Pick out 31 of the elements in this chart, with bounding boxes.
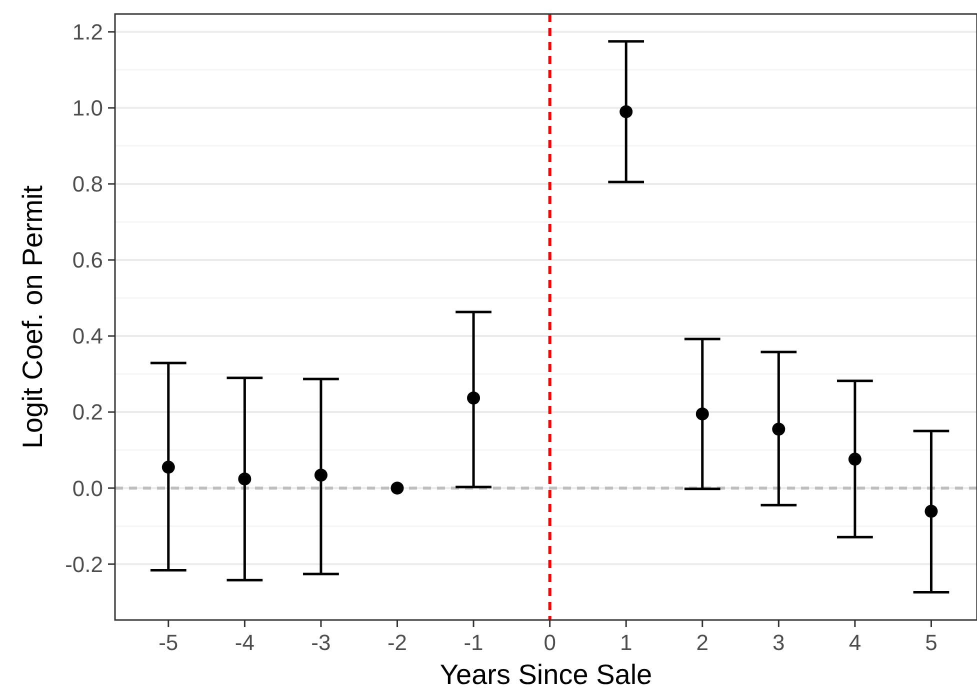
x-tick-label: -3 bbox=[311, 630, 331, 655]
y-tick-label: 0.0 bbox=[72, 476, 103, 501]
y-tick-label: 0.8 bbox=[72, 172, 103, 197]
y-tick-label: 0.4 bbox=[72, 324, 103, 349]
y-tick-label: 0.2 bbox=[72, 400, 103, 425]
point bbox=[238, 472, 252, 486]
x-tick-label: 5 bbox=[925, 630, 938, 655]
x-tick-label: 4 bbox=[848, 630, 862, 655]
x-axis-title: Years Since Sale bbox=[440, 659, 652, 690]
y-tick-label: 0.6 bbox=[72, 248, 103, 273]
point bbox=[696, 407, 709, 420]
point bbox=[314, 468, 328, 482]
x-tick-label: -4 bbox=[234, 630, 254, 655]
point bbox=[467, 391, 480, 404]
y-tick-label: 1.0 bbox=[72, 96, 103, 121]
x-tick-label: 0 bbox=[544, 630, 556, 655]
point bbox=[620, 105, 633, 118]
x-tick-label: -1 bbox=[464, 630, 484, 655]
y-tick-label: 1.2 bbox=[72, 20, 103, 45]
point bbox=[924, 504, 938, 518]
x-tick-label: 3 bbox=[772, 630, 785, 655]
x-tick-label: -2 bbox=[387, 630, 408, 655]
x-tick-label: -5 bbox=[158, 630, 178, 655]
x-tick-label: 1 bbox=[620, 630, 632, 655]
y-tick-label: -0.2 bbox=[65, 552, 103, 577]
y-axis-title: Logit Coef. on Permit bbox=[17, 185, 48, 449]
x-tick-label: 2 bbox=[696, 630, 709, 655]
point bbox=[848, 452, 862, 466]
point bbox=[162, 460, 175, 474]
point bbox=[772, 422, 786, 436]
point bbox=[390, 482, 404, 495]
